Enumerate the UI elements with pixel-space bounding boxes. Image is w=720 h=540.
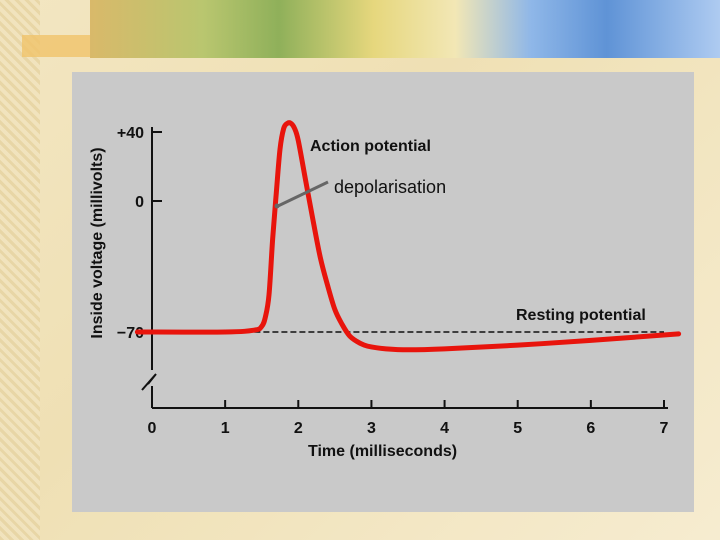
- series-line-0: [134, 120, 682, 353]
- x-tick-label: 6: [586, 420, 595, 437]
- y-axis-title: Inside voltage (millivolts): [89, 147, 106, 338]
- x-tick-label: 1: [221, 420, 230, 437]
- depolarisation-pointer-tip: [274, 203, 280, 209]
- annotations: Action potential depolarisation Resting …: [274, 138, 646, 324]
- annotation-depolarisation: depolarisation: [334, 177, 446, 197]
- x-tick-label: 5: [513, 420, 522, 437]
- y-tick-label: −70: [117, 325, 144, 342]
- series-layer: [134, 120, 682, 353]
- axes: 0 1 2 3 4 5 6 7 +40 0 −70: [117, 125, 669, 437]
- action-potential-chart: 0 1 2 3 4 5 6 7 +40 0 −70 Action potential depolar…: [89, 120, 682, 460]
- chart-panel: 0 1 2 3 4 5 6 7 +40 0 −70 Action potential depolar…: [72, 72, 694, 512]
- x-tick-label: 3: [367, 420, 376, 437]
- y-tick-label: +40: [117, 125, 144, 142]
- decorative-banner-left: [22, 35, 102, 57]
- annotation-action-potential: Action potential: [310, 138, 431, 155]
- depolarisation-pointer: [277, 180, 329, 208]
- y-axis-break-icon: [141, 373, 157, 391]
- x-tick-label: 7: [660, 420, 669, 437]
- x-tick-label: 2: [294, 420, 303, 437]
- background-texture: [0, 0, 40, 540]
- decorative-banner: [90, 0, 720, 58]
- annotation-resting-potential: Resting potential: [516, 307, 646, 324]
- x-tick-label: 4: [440, 420, 449, 437]
- x-axis-title: Time (milliseconds): [308, 443, 457, 460]
- y-tick-label: 0: [135, 194, 144, 211]
- x-tick-label: 0: [148, 420, 157, 437]
